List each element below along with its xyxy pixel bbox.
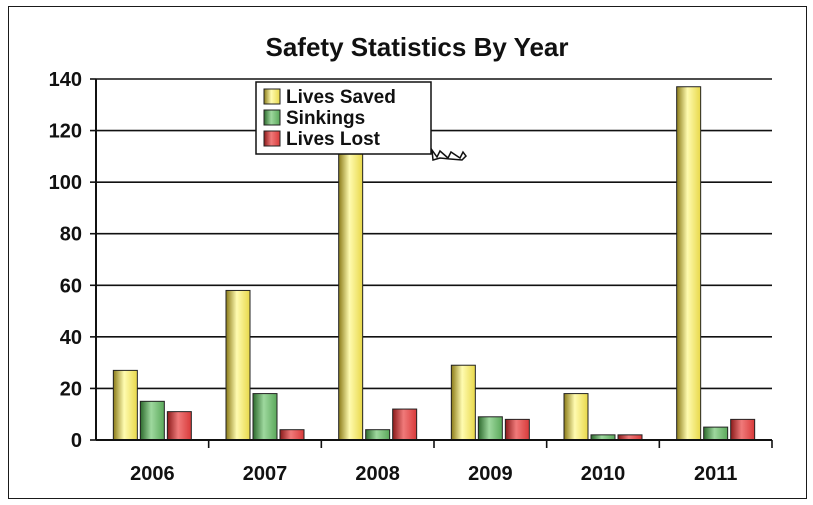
bar-sinkings-2007 bbox=[252, 393, 278, 441]
bar-lives-saved-2008 bbox=[338, 104, 364, 441]
bar-lives-saved-2009 bbox=[450, 364, 476, 441]
legend-box bbox=[255, 81, 432, 155]
bar-lives-lost-2009 bbox=[504, 418, 530, 441]
scribble-mark bbox=[430, 147, 467, 161]
legend-swatch bbox=[263, 130, 281, 147]
gridlines bbox=[96, 78, 772, 441]
legend-swatch bbox=[263, 109, 281, 126]
x-tick-label: 2010 bbox=[581, 463, 626, 485]
x-axis-ticks: 2006 2007 2008 2009 2010 2011 bbox=[130, 440, 773, 485]
bar-lives-saved-2010 bbox=[563, 393, 589, 441]
y-axis-ticks: 0 20 40 60 80 100 120 140 bbox=[49, 69, 96, 452]
bar-sinkings-2008 bbox=[365, 429, 391, 441]
bar-sinkings-2009 bbox=[477, 416, 503, 441]
legend-label: Sinkings bbox=[286, 108, 365, 129]
y-tick-label: 60 bbox=[60, 275, 82, 297]
x-tick-label: 2011 bbox=[694, 463, 737, 485]
bar-lives-lost-2006 bbox=[166, 411, 192, 441]
bar-lives-saved-2006 bbox=[112, 369, 138, 441]
y-tick-label: 40 bbox=[60, 327, 82, 349]
y-tick-label: 120 bbox=[49, 121, 82, 143]
x-tick-label: 2007 bbox=[243, 463, 288, 485]
bar-sinkings-2006 bbox=[139, 400, 165, 441]
bars-group bbox=[112, 86, 756, 441]
x-tick-label: 2008 bbox=[355, 463, 400, 485]
y-tick-label: 100 bbox=[49, 172, 82, 194]
x-tick-label: 2006 bbox=[130, 463, 175, 485]
y-tick-label: 140 bbox=[49, 69, 82, 91]
bar-lives-lost-2008 bbox=[392, 408, 418, 441]
bar-lives-saved-2007 bbox=[225, 289, 251, 441]
x-tick-label: 2009 bbox=[468, 463, 513, 485]
legend-label: Lives Saved bbox=[286, 87, 396, 108]
axes bbox=[95, 79, 772, 441]
chart-title: Safety Statistics By Year bbox=[265, 32, 568, 62]
y-tick-label: 20 bbox=[60, 378, 82, 400]
y-tick-label: 0 bbox=[71, 430, 82, 452]
legend-label: Lives Lost bbox=[286, 129, 381, 150]
bar-lives-saved-2011 bbox=[676, 86, 702, 441]
bar-sinkings-2011 bbox=[703, 426, 729, 441]
bar-lives-lost-2011 bbox=[730, 418, 756, 441]
y-tick-label: 80 bbox=[60, 224, 82, 246]
bar-lives-lost-2007 bbox=[279, 429, 305, 441]
legend-swatch bbox=[263, 88, 281, 105]
